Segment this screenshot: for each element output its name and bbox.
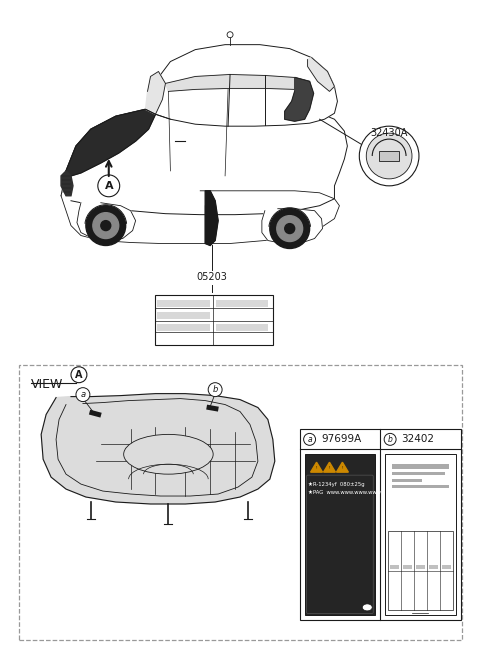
Polygon shape xyxy=(262,209,323,244)
Polygon shape xyxy=(61,103,348,215)
Bar xyxy=(392,472,445,475)
Circle shape xyxy=(304,434,315,445)
Polygon shape xyxy=(145,45,337,126)
FancyBboxPatch shape xyxy=(307,475,373,614)
Text: b: b xyxy=(388,435,393,444)
Text: b: b xyxy=(213,385,218,394)
Text: 32402: 32402 xyxy=(401,434,434,444)
Bar xyxy=(156,295,273,345)
Polygon shape xyxy=(205,191,218,246)
Circle shape xyxy=(270,209,310,248)
Polygon shape xyxy=(311,463,323,472)
Polygon shape xyxy=(324,463,336,472)
Bar xyxy=(157,300,210,307)
Bar xyxy=(442,564,451,568)
Ellipse shape xyxy=(362,604,372,611)
Polygon shape xyxy=(336,463,348,472)
Bar xyxy=(392,464,449,469)
Ellipse shape xyxy=(124,434,213,474)
Bar xyxy=(392,485,449,488)
Bar xyxy=(429,564,438,568)
Circle shape xyxy=(86,206,126,246)
Text: R-1234yf  080±25g: R-1234yf 080±25g xyxy=(312,482,364,487)
Text: a: a xyxy=(80,390,85,399)
Bar xyxy=(19,365,462,640)
Text: !: ! xyxy=(316,466,317,470)
Text: A: A xyxy=(105,181,113,191)
Bar xyxy=(388,531,453,610)
Bar xyxy=(216,324,268,331)
Circle shape xyxy=(360,126,419,186)
Bar xyxy=(392,479,422,482)
Bar xyxy=(300,430,461,620)
Text: !: ! xyxy=(329,466,330,470)
Text: 05203: 05203 xyxy=(197,273,228,283)
Circle shape xyxy=(93,213,119,238)
Polygon shape xyxy=(145,72,166,114)
Text: 32430A: 32430A xyxy=(371,128,408,138)
Polygon shape xyxy=(61,171,73,196)
Polygon shape xyxy=(285,78,313,121)
Bar xyxy=(305,454,375,616)
Circle shape xyxy=(98,175,120,196)
Bar xyxy=(416,564,425,568)
Polygon shape xyxy=(41,394,275,504)
Polygon shape xyxy=(77,203,136,240)
Circle shape xyxy=(101,221,111,231)
Bar xyxy=(157,312,210,319)
Text: A: A xyxy=(75,370,83,380)
Circle shape xyxy=(366,133,412,179)
Text: VIEW: VIEW xyxy=(31,378,63,391)
Polygon shape xyxy=(61,191,339,244)
Text: !: ! xyxy=(342,466,343,470)
Polygon shape xyxy=(66,109,156,176)
Text: a: a xyxy=(307,435,312,444)
Bar xyxy=(390,564,399,568)
Text: 97699A: 97699A xyxy=(321,434,361,444)
Polygon shape xyxy=(166,74,312,91)
Polygon shape xyxy=(308,58,335,91)
Bar xyxy=(379,151,399,161)
Bar xyxy=(403,564,412,568)
Circle shape xyxy=(71,367,87,382)
Circle shape xyxy=(384,434,396,445)
Circle shape xyxy=(76,388,90,401)
Bar xyxy=(206,405,219,411)
Text: ★: ★ xyxy=(308,490,312,495)
Circle shape xyxy=(277,215,302,242)
Circle shape xyxy=(227,32,233,37)
Text: PAG  www.www.www.www: PAG www.www.www.www xyxy=(312,490,381,495)
Circle shape xyxy=(285,223,295,233)
Circle shape xyxy=(208,382,222,397)
Bar xyxy=(89,410,102,418)
Bar xyxy=(216,300,268,307)
Bar xyxy=(385,454,456,616)
Text: ★: ★ xyxy=(308,482,312,487)
Bar xyxy=(157,324,210,331)
